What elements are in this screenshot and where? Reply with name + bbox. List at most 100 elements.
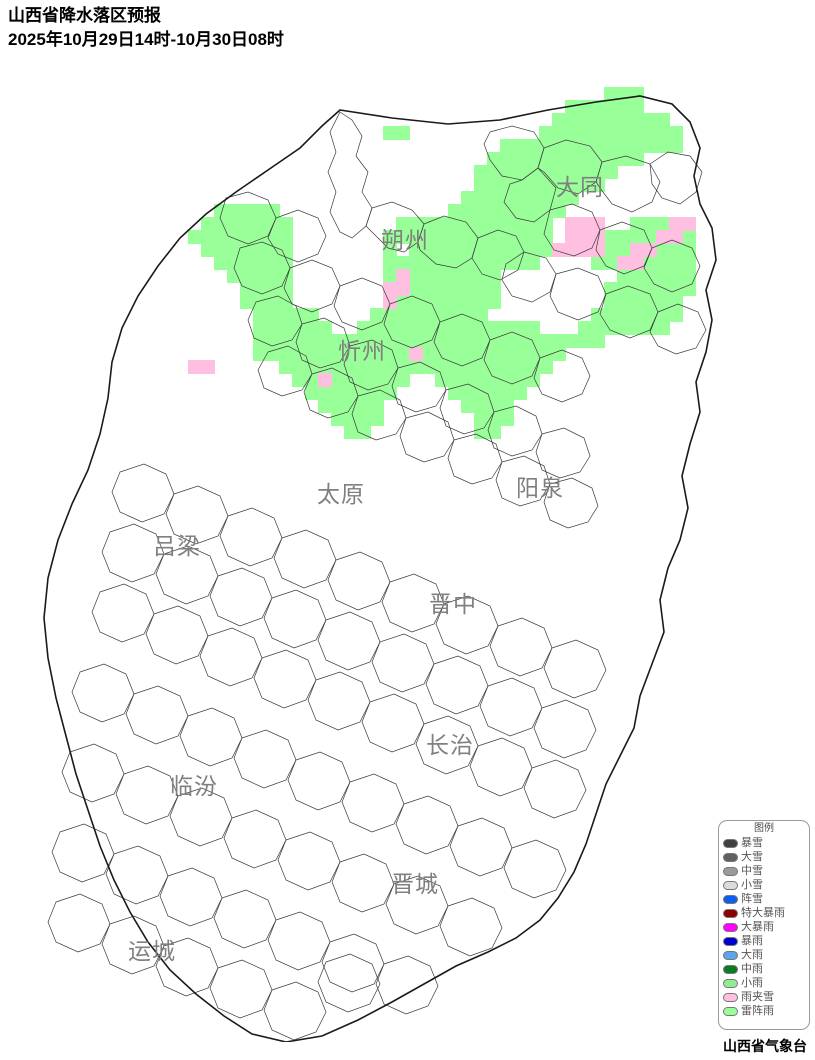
- precip-cell-thundershower: [383, 347, 397, 361]
- precip-cell-thundershower: [305, 334, 319, 348]
- precip-cell-thundershower: [461, 282, 475, 296]
- precip-cell-thundershower: [487, 295, 501, 309]
- precip-cell-thundershower: [279, 217, 293, 231]
- precip-cell-thundershower: [435, 321, 449, 335]
- precip-cell-thundershower: [409, 295, 423, 309]
- precip-cell-thundershower: [396, 360, 410, 374]
- precip-cell-thundershower: [487, 321, 501, 335]
- precip-cell-thundershower: [513, 217, 527, 231]
- precip-cell-thundershower: [461, 321, 475, 335]
- precip-cell-thundershower: [656, 139, 670, 153]
- precip-cell-thundershower: [513, 373, 527, 387]
- precip-cell-thundershower: [474, 399, 488, 413]
- precip-cell-thundershower: [461, 295, 475, 309]
- precip-cell-thundershower: [474, 334, 488, 348]
- precip-cell-thundershower: [357, 425, 371, 439]
- precip-cell-thundershower: [630, 230, 644, 244]
- precip-cell-thundershower: [617, 139, 631, 153]
- precip-cell-thundershower: [552, 139, 566, 153]
- precip-cell-thundershower: [526, 321, 540, 335]
- precip-cell-thundershower: [266, 308, 280, 322]
- precip-cell-thundershower: [435, 230, 449, 244]
- precip-cell-thundershower: [461, 399, 475, 413]
- precip-cell-sleet: [630, 243, 644, 257]
- legend-item: 特大暴雨: [723, 906, 809, 920]
- precip-cell-thundershower: [565, 113, 579, 127]
- precip-cell-thundershower: [617, 100, 631, 114]
- precip-cell-thundershower: [500, 217, 514, 231]
- legend-item-label: 中雪: [741, 865, 763, 877]
- precip-cell-thundershower: [279, 321, 293, 335]
- precip-cell-thundershower: [253, 347, 267, 361]
- precip-cell-thundershower: [474, 295, 488, 309]
- precip-cell-thundershower: [526, 230, 540, 244]
- precip-cell-thundershower: [344, 373, 358, 387]
- precip-cell-thundershower: [474, 373, 488, 387]
- precip-cell-thundershower: [461, 347, 475, 361]
- legend-swatch-icon: [723, 866, 738, 876]
- precip-cell-thundershower: [344, 386, 358, 400]
- precip-cell-thundershower: [461, 360, 475, 374]
- precip-cell-thundershower: [370, 373, 384, 387]
- precip-cell-thundershower: [357, 321, 371, 335]
- precip-cell-thundershower: [617, 126, 631, 140]
- precip-cell-thundershower: [331, 386, 345, 400]
- precip-cell-sleet: [318, 373, 332, 387]
- city-label-0: 大同: [556, 174, 604, 200]
- precip-cell-thundershower: [435, 282, 449, 296]
- precip-cell-thundershower: [461, 334, 475, 348]
- precip-cell-thundershower: [617, 230, 631, 244]
- precip-cell-thundershower: [500, 386, 514, 400]
- precip-cell-thundershower: [448, 373, 462, 387]
- legend-item: 中雨: [723, 962, 809, 976]
- precip-cell-thundershower: [487, 386, 501, 400]
- precip-cell-thundershower: [552, 126, 566, 140]
- precip-cell-thundershower: [656, 282, 670, 296]
- precip-cell-thundershower: [539, 165, 553, 179]
- precip-cell-thundershower: [591, 334, 605, 348]
- precip-cell-thundershower: [487, 360, 501, 374]
- precip-cell-thundershower: [669, 243, 683, 257]
- precip-cell-thundershower: [526, 139, 540, 153]
- precip-cell-thundershower: [643, 217, 657, 231]
- precip-cell-thundershower: [643, 308, 657, 322]
- precip-cell-thundershower: [474, 308, 488, 322]
- legend-item: 阵雪: [723, 892, 809, 906]
- precip-cell-thundershower: [656, 217, 670, 231]
- precip-cell-thundershower: [396, 347, 410, 361]
- precip-cell-thundershower: [435, 269, 449, 283]
- precip-cell-thundershower: [656, 256, 670, 270]
- map-canvas[interactable]: 大同 朔州 忻州 太原 阳泉 吕梁 晋中 长治 临汾 晋城 运城: [0, 52, 740, 1042]
- precip-cell-thundershower: [565, 178, 579, 192]
- precip-cell-thundershower: [383, 360, 397, 374]
- precip-cell-thundershower: [357, 334, 371, 348]
- precip-cell-thundershower: [474, 321, 488, 335]
- precip-cell-thundershower: [409, 308, 423, 322]
- precip-cell-thundershower: [227, 256, 241, 270]
- precip-cell-thundershower: [513, 386, 527, 400]
- precip-cell-thundershower: [656, 243, 670, 257]
- precip-cell-thundershower: [240, 256, 254, 270]
- legend-list: 暴雪 大雪 中雪 小雪 阵雪 特大暴雨 大暴雨 暴雨 大雨 中雨 小雨 雨夹雪 雷阵雨: [719, 836, 809, 1018]
- precip-cell-thundershower: [253, 256, 267, 270]
- precip-cell-thundershower: [552, 152, 566, 166]
- precip-cell-thundershower: [409, 243, 423, 257]
- precip-cell-thundershower: [539, 334, 553, 348]
- precip-cell-thundershower: [370, 308, 384, 322]
- precip-cell-thundershower: [253, 282, 267, 296]
- precip-cell-sleet: [591, 217, 605, 231]
- precip-cell-thundershower: [617, 321, 631, 335]
- precip-cell-thundershower: [409, 321, 423, 335]
- precip-cell-thundershower: [682, 230, 696, 244]
- precip-cell-thundershower: [474, 269, 488, 283]
- precip-cell-thundershower: [227, 204, 241, 218]
- precip-cell-thundershower: [435, 295, 449, 309]
- precip-cell-thundershower: [474, 386, 488, 400]
- precip-cell-thundershower: [396, 295, 410, 309]
- precip-cell-thundershower: [500, 204, 514, 218]
- precip-cell-thundershower: [240, 243, 254, 257]
- precip-cell-thundershower: [604, 308, 618, 322]
- precip-cell-thundershower: [279, 347, 293, 361]
- precip-cell-thundershower: [422, 256, 436, 270]
- precip-cell-thundershower: [643, 113, 657, 127]
